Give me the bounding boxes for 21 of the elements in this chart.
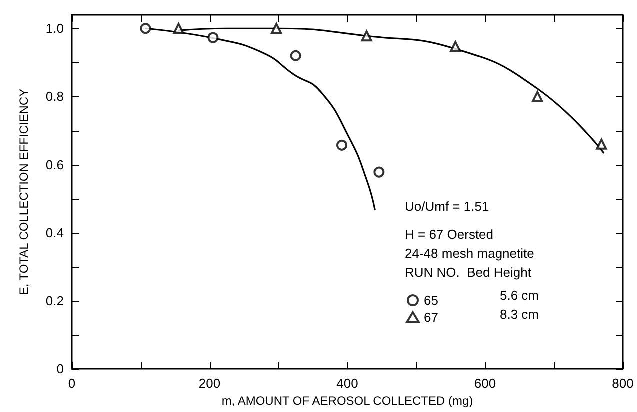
legend-label: 67 [424, 310, 438, 325]
y-tick-label: 0.2 [46, 294, 64, 309]
y-axis-title: E, TOTAL COLLECTION EFFICIENCY [17, 88, 31, 296]
y-tick-label: 1.0 [46, 21, 64, 36]
annotation: 5.6 cm [500, 288, 540, 303]
annotation: 8.3 cm [500, 307, 540, 322]
annotation: Uo/Umf = 1.51 [405, 199, 490, 214]
y-tick-label: 0.4 [46, 225, 64, 240]
y-tick-label: 0.8 [46, 89, 64, 104]
y-tick-label: 0 [56, 362, 64, 377]
x-tick-label: 600 [474, 376, 496, 392]
x-axis-title: m, AMOUNT OF AEROSOL COLLECTED (mg) [222, 394, 474, 408]
x-tick-label: 800 [612, 376, 634, 392]
x-tick-label: 0 [68, 376, 76, 392]
x-tick-label: 400 [336, 376, 358, 392]
annotation: 24-48 mesh magnetite [405, 246, 534, 261]
annotation: H = 67 Oersted [405, 227, 494, 242]
x-tick-label: 200 [198, 376, 221, 392]
legend-label: 65 [424, 293, 438, 308]
y-tick-label: 0.6 [46, 157, 64, 172]
annotation: RUN NO. Bed Height [405, 265, 532, 280]
